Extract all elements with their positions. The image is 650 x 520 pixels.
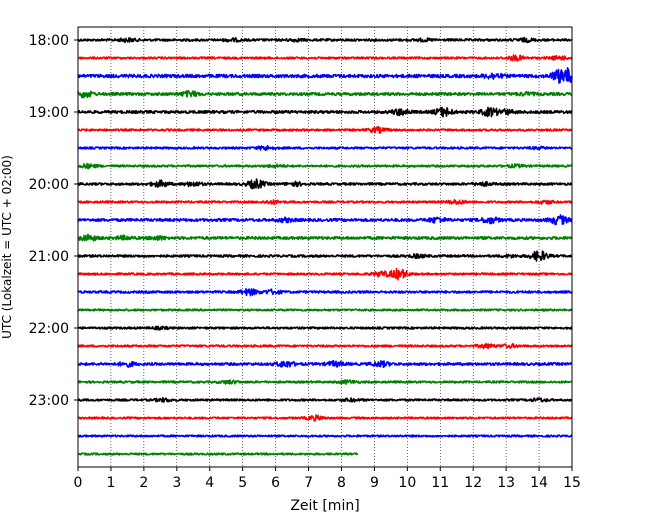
x-tick-label-12: 12 [464,475,482,491]
trace-1815 [77,54,573,62]
x-tick-label-6: 6 [271,475,280,491]
plot-frame [77,26,573,468]
trace-1845 [77,89,573,99]
y-tick-label-0: 18:00 [29,33,69,49]
x-tick-label-8: 8 [337,475,346,491]
trace-2345 [77,452,359,456]
trace-2315 [77,414,573,422]
y-tick-label-3: 21:00 [29,249,69,265]
x-tick-label-9: 9 [370,475,379,491]
x-tick-label-11: 11 [431,475,449,491]
x-axis-ticks: 0 1 2 3 4 5 6 7 8 9 10 11 12 13 14 15 [74,467,581,491]
x-tick-label-7: 7 [304,475,313,491]
trace-2115 [77,267,573,281]
x-tick-label-1: 1 [106,475,115,491]
x-tick-label-0: 0 [74,475,83,491]
x-tick-label-4: 4 [205,475,214,491]
x-tick-label-5: 5 [238,475,247,491]
trace-2045 [77,233,573,242]
trace-1915 [77,126,573,134]
seismic-traces [77,36,573,456]
trace-1930 [77,144,573,152]
trace-2200 [77,325,573,331]
x-tick-label-2: 2 [139,475,148,491]
x-tick-label-15: 15 [563,475,581,491]
trace-2245 [77,379,573,385]
trace-1945 [77,162,573,170]
y-tick-label-4: 22:00 [29,321,69,337]
trace-2330 [77,434,573,438]
x-grid [110,27,540,467]
y-axis-label: UTC (Lokalzeit = UTC + 02:00) [0,155,14,339]
y-tick-label-5: 23:00 [29,393,69,409]
trace-2130 [77,288,573,297]
trace-2145 [77,308,573,312]
trace-2015 [77,198,573,206]
y-axis-ticks: 18:00 19:00 20:00 21:00 22:00 23:00 [29,33,78,409]
trace-2100 [77,250,573,262]
x-tick-label-10: 10 [398,475,416,491]
trace-1800 [77,36,573,44]
x-tick-label-3: 3 [172,475,181,491]
x-axis-label: Zeit [min] [290,498,359,514]
trace-2000 [77,178,573,190]
x-tick-label-14: 14 [530,475,548,491]
trace-1900 [77,106,573,118]
x-tick-label-13: 13 [497,475,515,491]
trace-2215 [77,342,573,350]
y-tick-label-1: 19:00 [29,105,69,121]
trace-2230 [77,360,573,369]
trace-2300 [77,397,573,403]
trace-1830 [77,67,573,84]
y-tick-label-2: 20:00 [29,177,69,193]
trace-2030 [77,214,573,226]
